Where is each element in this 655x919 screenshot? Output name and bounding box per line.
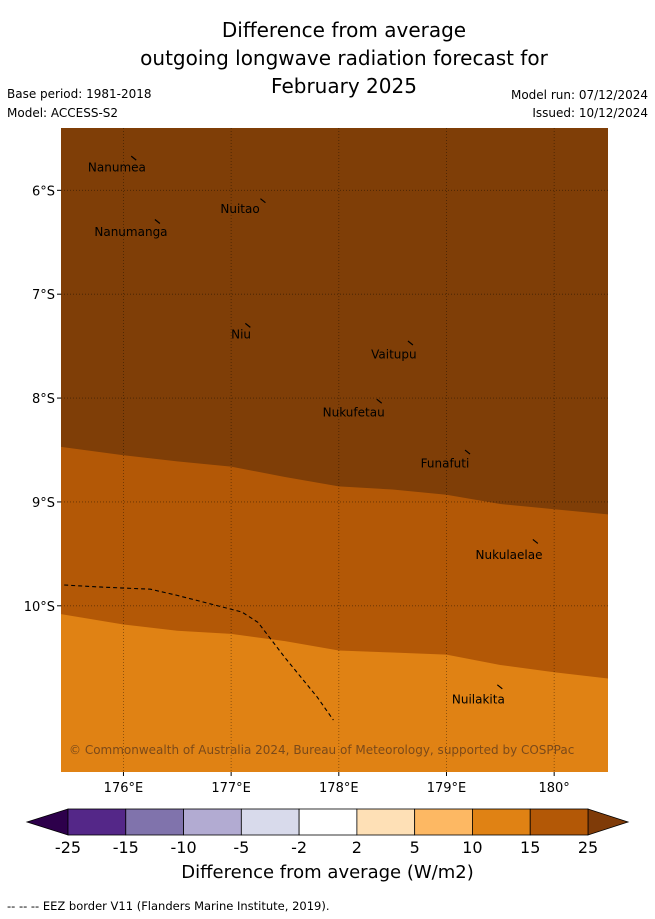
island-label: Funafuti (421, 457, 470, 471)
lat-tick-label: 10°S (24, 600, 55, 615)
map-axes: 176°E 177°E 178°E 179°E 180° 6°S 7°S 8°S 9°S 10°S (24, 184, 570, 796)
lon-tick-label: 179°E (427, 781, 467, 796)
island-nukulaelae: Nukulaelae (476, 538, 543, 562)
colorbar-tick-label: 25 (578, 838, 598, 855)
colorbar-tick-label: 2 (352, 838, 362, 855)
colorbar-tick-label: -10 (170, 838, 196, 855)
island-nuitao: Nuitao (220, 198, 266, 216)
lat-tick-label: 6°S (32, 184, 55, 199)
island-outline (496, 684, 503, 690)
island-label: Nanumanga (94, 225, 167, 239)
island-outline (376, 398, 383, 404)
colorbar-swatch (414, 808, 473, 836)
forecast-map: Nanumea Nuitao Nanumanga Niu Vaitupu Nukufeta… (24, 128, 608, 796)
island-nanumanga: Nanumanga (94, 219, 168, 239)
island-label: Nukulaelae (476, 548, 543, 562)
copyright-notice: © Commonwealth of Australia 2024, Bureau… (69, 743, 574, 757)
island-label: Niu (231, 328, 251, 342)
island-outline (532, 538, 539, 544)
island-outline (407, 340, 414, 346)
island-label: Nuitao (220, 202, 259, 216)
island-outline (464, 449, 471, 455)
colorbar-swatch (67, 808, 127, 836)
island-outline (260, 198, 266, 204)
colorbar-tick-label: 10 (462, 838, 482, 855)
lat-tick-label: 7°S (32, 288, 55, 303)
page-title: Difference from average outgoing longwav… (0, 16, 655, 100)
island-nukufetau: Nukufetau (323, 398, 385, 420)
colorbar-extend-low (25, 808, 69, 836)
colorbar-swatch (472, 808, 531, 836)
colorbar-swatch (529, 808, 589, 836)
colorbar-swatch (298, 808, 358, 836)
lon-tick-label: 178°E (319, 781, 359, 796)
model-run: Model run: 07/12/2024 (510, 88, 648, 102)
colorbar-tick-label: -2 (291, 838, 307, 855)
title-line-2: outgoing longwave radiation forecast for (140, 46, 548, 70)
issued-date: Issued: 10/12/2024 (532, 106, 648, 120)
lat-tick-label: 9°S (32, 496, 55, 511)
base-period: Base period: 1981-2018 (7, 87, 152, 101)
colorbar-swatch (356, 808, 416, 836)
lon-tick-label: 177°E (211, 781, 251, 796)
island-group: Nanumea Nuitao Nanumanga Niu Vaitupu Nukufeta… (88, 155, 543, 706)
colorbar-swatch (183, 808, 242, 836)
island-outline (154, 219, 161, 224)
colorbar: -25 -15 -10 -5 -2 2 5 10 15 25 (25, 808, 630, 855)
eez-legend: -- -- -- EEZ border V11 (Flanders Marine… (7, 899, 330, 913)
island-label: Nanumea (88, 160, 146, 174)
colorbar-swatch (125, 808, 184, 836)
island-label: Nuilakita (452, 692, 505, 706)
island-label: Vaitupu (371, 347, 417, 361)
colorbar-tick-label: 5 (410, 838, 420, 855)
island-nuilakita: Nuilakita (452, 684, 505, 706)
colorbar-tick-label: -25 (55, 838, 81, 855)
band-5-10 (61, 614, 608, 772)
colorbar-tick-label: 15 (520, 838, 540, 855)
island-label: Nukufetau (323, 406, 385, 420)
colorbar-swatch (240, 808, 300, 836)
title-line-3: February 2025 (271, 74, 417, 98)
colorbar-tick-label: -5 (233, 838, 249, 855)
model-name: Model: ACCESS-S2 (7, 106, 119, 120)
lat-tick-label: 8°S (32, 392, 55, 407)
anomaly-bands (61, 128, 608, 772)
island-funafuti: Funafuti (421, 449, 471, 471)
map-grid (61, 128, 608, 772)
eez-border-line (64, 584, 334, 721)
island-nanumea: Nanumea (88, 155, 146, 174)
colorbar-tick-label: -15 (113, 838, 139, 855)
lon-tick-label: 180° (538, 781, 569, 796)
island-niu: Niu (231, 322, 251, 342)
title-line-1: Difference from average (221, 18, 467, 42)
eez-border (64, 584, 334, 721)
colorbar-extend-high (587, 808, 630, 836)
lon-tick-label: 176°E (104, 781, 144, 796)
colorbar-label: Difference from average (W/m2) (181, 862, 474, 883)
island-outline (244, 322, 251, 328)
island-vaitupu: Vaitupu (371, 340, 417, 361)
island-outline (130, 155, 137, 161)
